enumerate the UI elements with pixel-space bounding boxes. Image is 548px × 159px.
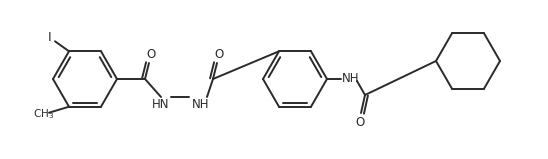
Text: O: O <box>355 115 364 128</box>
Text: O: O <box>146 48 156 61</box>
Text: HN: HN <box>152 98 170 111</box>
Text: NH: NH <box>342 72 359 84</box>
Text: NH: NH <box>192 98 210 111</box>
Text: CH$_3$: CH$_3$ <box>33 107 54 121</box>
Text: I: I <box>48 31 52 44</box>
Text: O: O <box>214 48 224 61</box>
